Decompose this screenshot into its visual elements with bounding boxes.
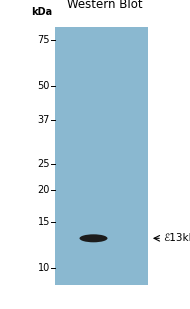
Bar [55, 27, 148, 285]
Text: 15: 15 [38, 217, 50, 227]
Text: 10: 10 [38, 263, 50, 273]
Text: 20: 20 [38, 184, 50, 195]
Text: 50: 50 [38, 81, 50, 91]
Text: 25: 25 [37, 159, 50, 169]
Text: 37: 37 [38, 115, 50, 125]
Text: ℰ13kDa: ℰ13kDa [163, 233, 190, 243]
Text: Western Blot: Western Blot [67, 0, 143, 11]
Ellipse shape [79, 234, 108, 242]
Text: kDa: kDa [31, 7, 52, 17]
Text: 75: 75 [37, 35, 50, 45]
